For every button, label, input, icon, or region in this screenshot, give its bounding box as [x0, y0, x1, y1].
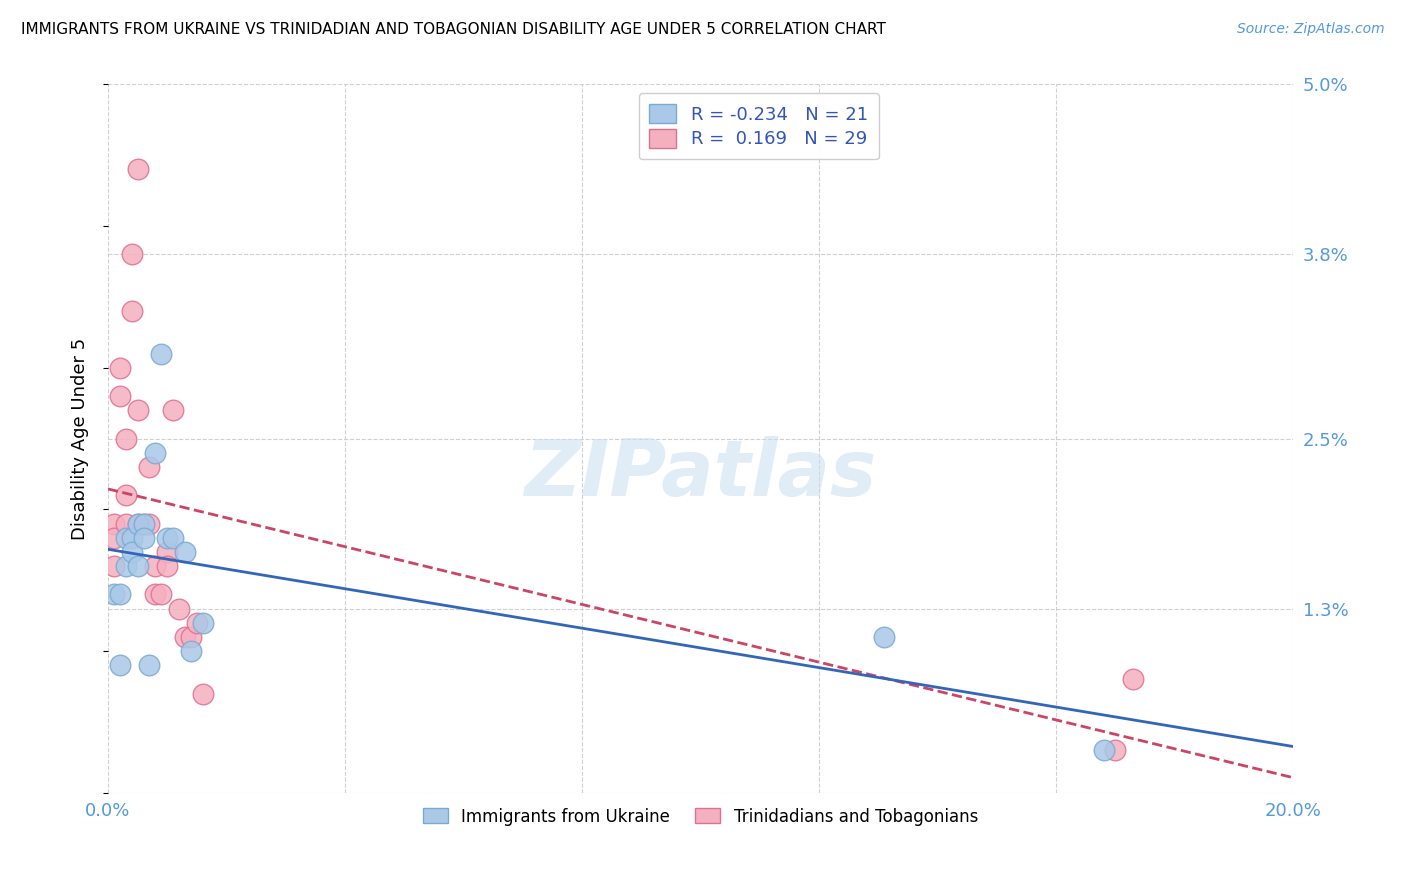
Point	[138, 658, 160, 673]
Point	[108, 587, 131, 601]
Point	[114, 432, 136, 446]
Point	[145, 446, 167, 460]
Point	[132, 516, 155, 531]
Point	[114, 516, 136, 531]
Point	[167, 601, 190, 615]
Text: ZIPatlas: ZIPatlas	[524, 436, 877, 512]
Point	[114, 531, 136, 545]
Point	[191, 686, 214, 700]
Legend: Immigrants from Ukraine, Trinidadians and Tobagonians: Immigrants from Ukraine, Trinidadians an…	[415, 799, 987, 834]
Point	[103, 587, 125, 601]
Point	[103, 531, 125, 545]
Point	[156, 531, 179, 545]
Text: Source: ZipAtlas.com: Source: ZipAtlas.com	[1237, 22, 1385, 37]
Point	[108, 389, 131, 403]
Point	[150, 587, 173, 601]
Point	[180, 630, 202, 644]
Point	[127, 516, 149, 531]
Point	[103, 559, 125, 574]
Point	[108, 360, 131, 375]
Point	[121, 304, 143, 318]
Point	[1122, 673, 1144, 687]
Point	[162, 403, 184, 417]
Point	[108, 658, 131, 673]
Point	[114, 488, 136, 502]
Point	[127, 403, 149, 417]
Point	[873, 630, 896, 644]
Point	[121, 531, 143, 545]
Point	[132, 516, 155, 531]
Point	[121, 247, 143, 261]
Point	[174, 630, 197, 644]
Point	[127, 516, 149, 531]
Point	[138, 459, 160, 474]
Point	[174, 545, 197, 559]
Point	[162, 531, 184, 545]
Y-axis label: Disability Age Under 5: Disability Age Under 5	[72, 337, 89, 540]
Point	[186, 615, 208, 630]
Point	[191, 615, 214, 630]
Point	[180, 644, 202, 658]
Point	[150, 346, 173, 360]
Point	[1104, 743, 1126, 757]
Text: IMMIGRANTS FROM UKRAINE VS TRINIDADIAN AND TOBAGONIAN DISABILITY AGE UNDER 5 COR: IMMIGRANTS FROM UKRAINE VS TRINIDADIAN A…	[21, 22, 886, 37]
Point	[145, 559, 167, 574]
Point	[121, 545, 143, 559]
Point	[138, 516, 160, 531]
Point	[1092, 743, 1115, 757]
Point	[156, 559, 179, 574]
Point	[103, 516, 125, 531]
Point	[114, 559, 136, 574]
Point	[127, 162, 149, 177]
Point	[156, 545, 179, 559]
Point	[145, 587, 167, 601]
Point	[127, 559, 149, 574]
Point	[132, 531, 155, 545]
